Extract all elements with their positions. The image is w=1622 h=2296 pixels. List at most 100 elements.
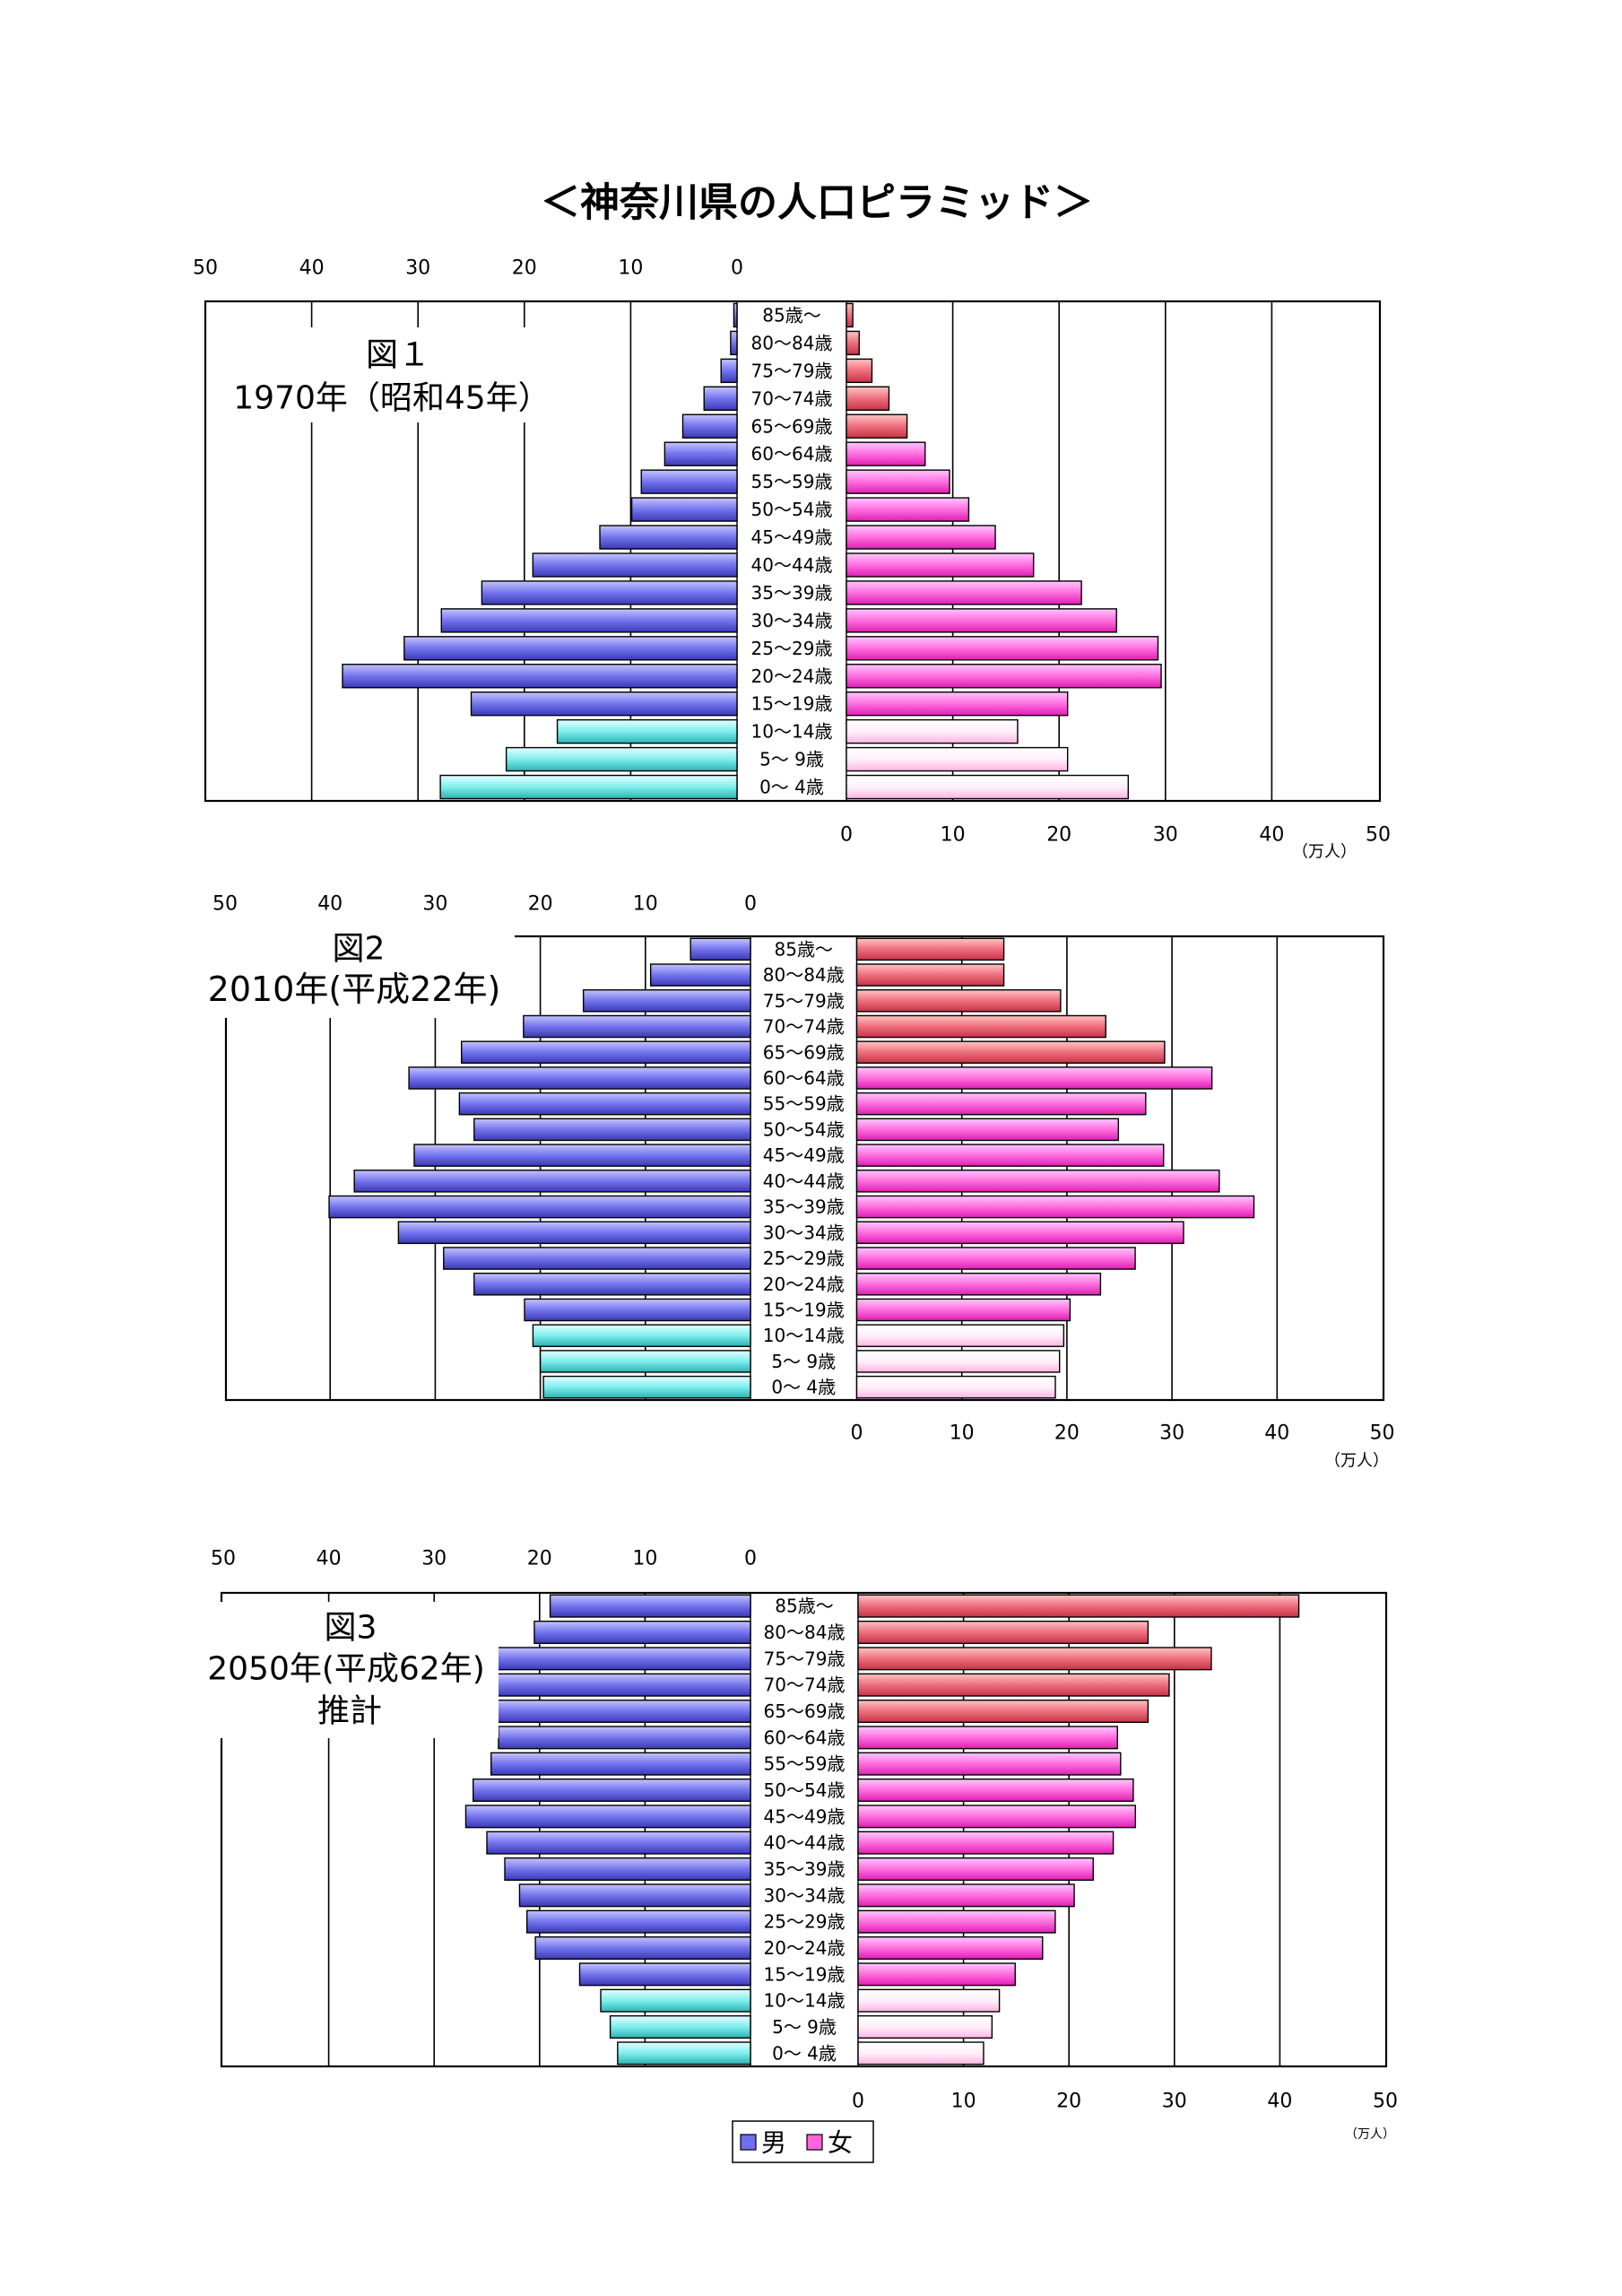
unit-label: （万人） — [1345, 2127, 1395, 2142]
figure-label: 図2 2010年(平成22年) — [199, 924, 515, 1018]
age-label: 20～24歳 — [751, 665, 833, 687]
age-label: 0～ 4歳 — [772, 2042, 837, 2064]
bar-female — [855, 1144, 1165, 1167]
age-label: 5～ 9歳 — [772, 2016, 837, 2038]
age-label: 25～29歳 — [751, 638, 833, 659]
age-label: 5～ 9歳 — [759, 749, 824, 770]
bar-male — [534, 1935, 751, 1961]
bar-male — [493, 1673, 751, 1697]
age-label: 0～ 4歳 — [759, 777, 824, 798]
page-title: ＜神奈川県の人口ピラミッド＞ — [541, 180, 1093, 226]
bar-male — [493, 1647, 751, 1671]
bar-female — [855, 1298, 1071, 1322]
age-label: 65～69歳 — [763, 1041, 845, 1063]
age-label: 80～84歳 — [764, 1622, 846, 1643]
age-label: 75～79歳 — [764, 1648, 846, 1669]
tick-label-bottom: 30 — [1162, 2091, 1187, 2113]
bar-female — [846, 497, 970, 522]
bar-layer: 85歳～ 80～84歳 75～79歳 70～74歳 65～69歳 60～64歳 55～59歳… — [328, 937, 1255, 1399]
bar-female — [846, 691, 1069, 717]
bar-female — [857, 1935, 1044, 1961]
tick-label-bottom: 50 — [1366, 824, 1391, 847]
bar-female — [857, 2014, 993, 2039]
bar-female — [857, 1857, 1094, 1882]
bar-male — [532, 552, 738, 578]
bar-male — [630, 497, 738, 522]
age-label: 55～59歳 — [764, 1753, 846, 1775]
age-label: 30～34歳 — [751, 610, 833, 631]
tick-label-bottom: 40 — [1264, 1422, 1289, 1445]
tick-label-top: 0 — [744, 1548, 757, 1570]
tick-label-top: 20 — [512, 257, 537, 280]
age-label: 35～39歳 — [763, 1196, 845, 1218]
figure-label: 図１ 1970年（昭和45年） — [221, 327, 560, 422]
axis-layer: （万人） 0 0 10 10 20 20 30 30 40 40 50 50 — [193, 257, 1391, 862]
bar-male — [353, 1170, 751, 1193]
age-label: 40～44歳 — [764, 1832, 846, 1854]
figure-year: 2010年(平成22年) — [208, 970, 501, 1009]
bar-male — [681, 413, 738, 439]
legend-label-female: 女 — [828, 2128, 853, 2158]
tick-label-top: 50 — [211, 1548, 236, 1570]
bar-male — [532, 1324, 751, 1347]
bar-female — [855, 1091, 1147, 1116]
figure-label-box — [199, 924, 515, 1018]
age-label: 85歳～ — [775, 938, 833, 960]
figure-number: 図3 — [325, 1610, 377, 1647]
bar-male — [578, 1962, 751, 1987]
bar-female — [855, 1040, 1166, 1065]
bar-female — [846, 358, 873, 384]
bar-female — [855, 963, 1005, 987]
tick-label-bottom: 0 — [851, 1422, 863, 1445]
bar-female — [846, 664, 1162, 689]
legend-swatch-female — [806, 2134, 823, 2151]
bar-female — [857, 1726, 1118, 1750]
legend: 男 女 — [732, 2120, 874, 2163]
bar-male — [664, 441, 738, 466]
age-label: 45～49歳 — [763, 1144, 845, 1166]
bar-female — [855, 1118, 1120, 1142]
bar-male — [342, 664, 738, 689]
tick-label-top: 30 — [405, 257, 430, 280]
age-label: 80～84歳 — [763, 964, 845, 986]
tick-label-bottom: 30 — [1159, 1422, 1184, 1445]
bar-female — [846, 552, 1035, 578]
axis-layer: （万人） 0 0 10 10 20 20 30 30 40 40 50 50 — [213, 893, 1395, 1471]
tick-label-top: 0 — [731, 257, 743, 280]
tick-label-top: 0 — [744, 893, 757, 916]
bar-female — [846, 302, 854, 328]
bar-male — [609, 2014, 751, 2039]
bar-female — [857, 1778, 1134, 1803]
age-label: 75～79歳 — [751, 360, 833, 381]
bar-male — [505, 746, 738, 772]
age-label: 85歳～ — [762, 304, 820, 326]
bar-male — [733, 302, 738, 328]
tick-label-top: 50 — [193, 257, 218, 280]
bar-female — [846, 525, 996, 550]
bar-male — [599, 525, 738, 550]
age-label: 55～59歳 — [763, 1093, 845, 1115]
age-label: 30～34歳 — [763, 1222, 845, 1243]
bar-female — [857, 1594, 1300, 1618]
tick-label-bottom: 10 — [941, 824, 966, 847]
bar-female — [857, 1909, 1056, 1934]
pyramid-chart-2050: 85歳～ 80～84歳 75～79歳 70～74歳 65～69歳 60～64歳 55～59歳… — [199, 1548, 1398, 2143]
bar-female — [857, 1620, 1149, 1645]
bar-male — [473, 1778, 751, 1803]
axis-layer: （万人） 0 0 10 10 20 20 30 30 40 40 50 50 — [211, 1548, 1398, 2143]
bar-female — [857, 1752, 1122, 1776]
age-label: 30～34歳 — [764, 1884, 846, 1906]
bar-male — [539, 1350, 751, 1373]
figure-label-box — [221, 327, 560, 422]
bar-female — [855, 1272, 1102, 1296]
tick-label-bottom: 0 — [840, 824, 853, 847]
bar-layer: 85歳～ 80～84歳 75～79歳 70～74歳 65～69歳 60～64歳 55～59歳… — [342, 302, 1162, 800]
tick-label-bottom: 40 — [1267, 2091, 1292, 2113]
age-label: 50～54歳 — [751, 499, 833, 520]
bar-female — [857, 1699, 1149, 1724]
age-label: 15～19歳 — [763, 1299, 845, 1320]
bar-female — [857, 1831, 1115, 1855]
bar-male — [461, 1040, 751, 1065]
age-label: 45～49歳 — [751, 526, 833, 548]
tick-label-top: 40 — [299, 257, 325, 280]
